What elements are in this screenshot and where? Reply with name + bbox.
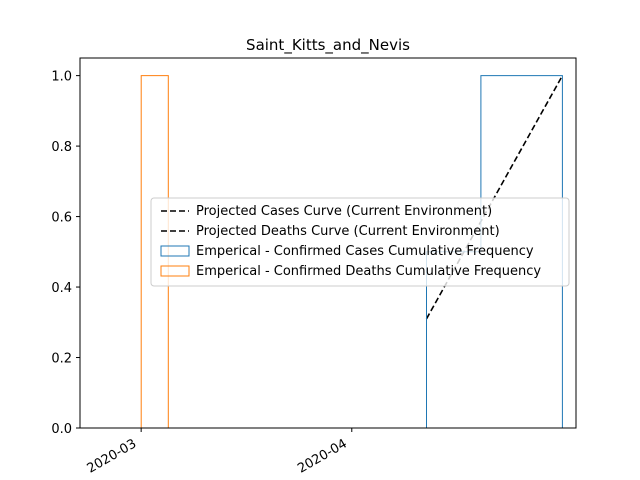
- legend-label: Projected Deaths Curve (Current Environm…: [196, 224, 500, 239]
- legend-box: [150, 197, 570, 287]
- y-tick-label: 1.0: [51, 70, 72, 85]
- legend-label: Emperical - Confirmed Deaths Cumulative …: [196, 264, 541, 279]
- y-tick-label: 0.8: [51, 140, 72, 155]
- legend: Projected Cases Curve (Current Environme…: [150, 197, 570, 287]
- legend-box-swatch: [160, 265, 190, 277]
- y-tick-label: 0.4: [51, 281, 72, 296]
- chart-title: Saint_Kitts_and_Nevis: [246, 36, 410, 55]
- x-tick-label: 2020-03: [85, 436, 140, 476]
- y-tick-label: 0.2: [51, 352, 72, 367]
- y-tick-label: 0.6: [51, 211, 72, 226]
- x-tick-label: 2020-04: [295, 436, 350, 476]
- y-tick-label: 0.0: [51, 422, 72, 437]
- legend-label: Projected Cases Curve (Current Environme…: [196, 204, 492, 219]
- legend-box-swatch: [160, 245, 190, 257]
- legend-label: Emperical - Confirmed Cases Cumulative F…: [196, 244, 534, 259]
- plot-frame: [79, 57, 577, 429]
